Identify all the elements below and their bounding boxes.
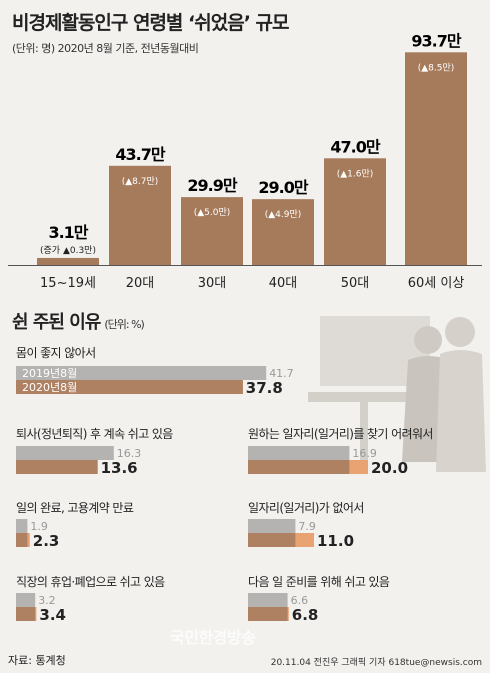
bar-2019 [248, 519, 296, 533]
reason-label-2: 퇴사(정년퇴직) 후 계속 쉬고 있음 [16, 427, 173, 441]
bar-overlap-tint [16, 607, 36, 621]
age-bar [324, 158, 386, 265]
value-2019-label: 41.7 [269, 367, 294, 380]
bar-change-label: (증가 ▲0.3만) [40, 245, 96, 256]
credit-note: 20.11.04 전진우 그래픽 기자 618tue@newsis.com [270, 658, 482, 668]
value-2020-label: 3.4 [39, 606, 66, 624]
value-2019-label: 16.3 [117, 447, 142, 460]
bar-2019 [248, 446, 350, 460]
age-category-label: 40대 [269, 276, 298, 291]
bar-2019 [248, 593, 288, 607]
bar-change-label: (▲4.9만) [265, 209, 302, 220]
series-label-2020: 2020년8월 [22, 381, 77, 394]
bar-value-label: 93.7만 [411, 31, 461, 50]
office-illustration [308, 316, 486, 472]
bar-value-label: 43.7만 [115, 145, 165, 164]
value-2019-label: 7.9 [298, 520, 316, 533]
age-bar-chart: 3.1만 (증가 ▲0.3만) 15~19세 43.7만 (▲8.7만) 20대 29.9만… [8, 31, 482, 291]
value-2020-label: 37.8 [246, 379, 283, 397]
bar-change-label: (▲8.5만) [418, 62, 455, 73]
watermark: 국민한경방송 [170, 628, 256, 647]
age-category-label: 20대 [126, 276, 155, 291]
reason-label-5: 일자리(일거리)가 없어서 [248, 501, 364, 515]
chart-title: 비경제활동인구 연령별 ‘쉬었음’ 규모 [12, 12, 289, 34]
bar-2019 [16, 593, 36, 607]
standing-body-shape [436, 350, 486, 472]
value-2019-label: 3.2 [38, 594, 56, 607]
source-note: 자료: 통계청 [8, 654, 66, 667]
bar-overlap-tint [16, 380, 243, 394]
age-bar [37, 257, 99, 265]
bar-2019 [16, 519, 28, 533]
bar-value-label: 47.0만 [330, 137, 380, 156]
bar-2019 [16, 366, 267, 380]
value-2020-label: 13.6 [101, 459, 138, 477]
standing-head-shape [445, 317, 475, 347]
age-category-label: 30대 [198, 276, 227, 291]
bar-overlap-tint [16, 533, 28, 547]
bar-change-label: (▲5.0만) [194, 207, 231, 218]
value-2019-label: 1.9 [30, 520, 48, 533]
reason-label-1: 몸이 좋지 않아서 [16, 346, 96, 360]
desk-leg-shape [360, 402, 368, 462]
reasons-title: 쉰 주된 이유 (단위: %) [12, 308, 145, 334]
reasons-unit: (단위: %) [104, 318, 144, 331]
desk-shape [308, 392, 448, 402]
age-bar [405, 52, 467, 266]
reason-label-7: 다음 일 준비를 위해 쉬고 있음 [248, 575, 390, 589]
bar-overlap-tint [248, 533, 296, 547]
value-2020-label: 2.3 [33, 532, 60, 550]
bar-overlap-tint [248, 607, 288, 621]
value-2019-label: 16.9 [352, 447, 377, 460]
age-category-label: 50대 [341, 276, 370, 291]
series-label-2019: 2019년8월 [22, 367, 77, 380]
bar-value-label: 29.9만 [187, 176, 237, 195]
value-2020-label: 6.8 [292, 606, 319, 624]
value-2020-label: 20.0 [371, 459, 408, 477]
reason-label-6: 직장의 휴업·폐업으로 쉬고 있음 [16, 575, 165, 589]
bar-change-label: (▲1.6만) [337, 168, 374, 179]
age-category-label: 15~19세 [40, 276, 96, 291]
bar-overlap-tint [16, 460, 98, 474]
bar-overlap-tint [248, 460, 350, 474]
bar-change-label: (▲8.7만) [122, 176, 159, 187]
value-2019-label: 6.6 [291, 594, 309, 607]
chart-subtitle: (단위: 명) 2020년 8월 기준, 전년동월대비 [12, 42, 199, 55]
reason-label-3: 원하는 일자리(일거리)를 찾기 어려워서 [248, 427, 433, 441]
age-bar [181, 197, 243, 265]
age-bar [109, 165, 171, 265]
reason-label-4: 일의 완료, 고용계약 만료 [16, 501, 134, 515]
bar-value-label: 3.1만 [48, 223, 88, 242]
age-bar [252, 199, 314, 265]
value-2020-label: 11.0 [317, 532, 354, 550]
worker-head-shape [414, 326, 442, 354]
bar-2019 [16, 446, 114, 460]
age-category-label: 60세 이상 [408, 276, 465, 291]
bar-value-label: 29.0만 [258, 178, 308, 197]
reasons-title-text: 쉰 주된 이유 [12, 312, 101, 333]
